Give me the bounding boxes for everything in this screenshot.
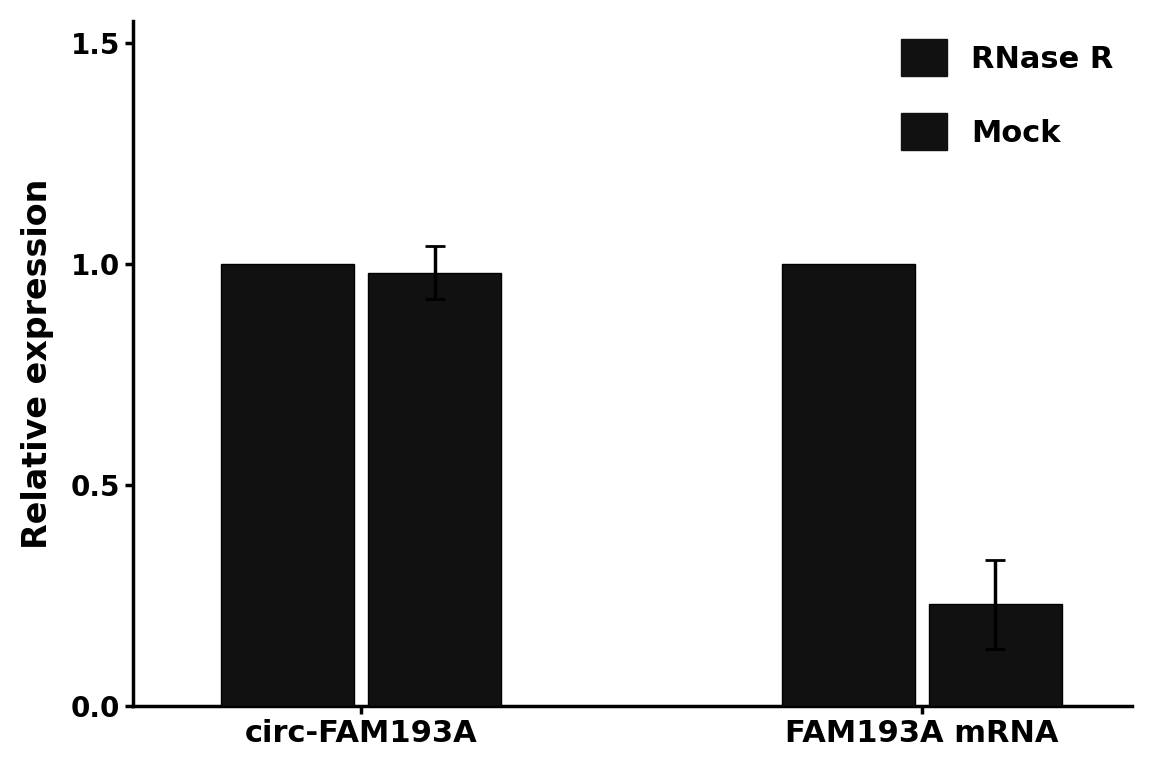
Y-axis label: Relative expression: Relative expression (21, 178, 54, 548)
Bar (368, 273, 502, 706)
Bar (782, 264, 914, 706)
Bar (929, 604, 1062, 706)
Legend: RNase R, Mock: RNase R, Mock (889, 27, 1126, 162)
Bar (221, 264, 354, 706)
